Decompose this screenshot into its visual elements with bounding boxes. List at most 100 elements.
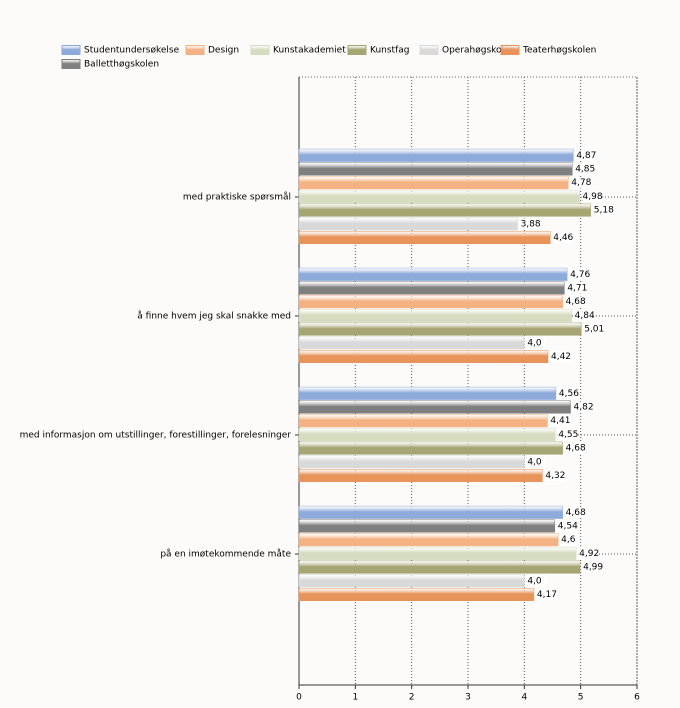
data-label: 4,87 (576, 151, 596, 161)
x-tick-label: 4 (521, 693, 527, 703)
data-label-bg (526, 337, 547, 349)
bar (298, 308, 572, 322)
data-label: 4,92 (579, 549, 599, 559)
bar (298, 295, 563, 309)
bar (298, 533, 559, 547)
data-label: 4,68 (566, 297, 586, 307)
data-label: 4,42 (551, 352, 571, 362)
data-label: 4,54 (558, 522, 578, 532)
bar (298, 203, 592, 217)
bar (298, 281, 565, 295)
bar (298, 176, 569, 190)
data-label: 4,0 (527, 457, 542, 467)
bar (298, 148, 574, 162)
y-tick-label: med praktiske spørsmål (183, 192, 291, 203)
data-label-bg (557, 388, 578, 400)
data-label-bg (575, 150, 596, 162)
data-label-bg (572, 401, 593, 413)
data-label: 4,17 (537, 590, 557, 600)
bar (298, 455, 525, 469)
legend-swatch (419, 45, 439, 55)
x-tick-label: 0 (296, 693, 302, 703)
data-label: 4,56 (559, 389, 579, 399)
data-label: 4,0 (527, 576, 542, 586)
data-label: 3,88 (521, 219, 541, 229)
data-label-bg (526, 456, 547, 468)
bar (298, 546, 577, 560)
data-label-bg (583, 323, 604, 335)
data-label: 4,99 (583, 563, 603, 573)
bar (298, 560, 581, 574)
bar (298, 588, 535, 601)
data-label: 4,41 (550, 416, 570, 426)
bar (298, 217, 518, 231)
legend-swatch (185, 45, 205, 55)
data-label: 4,32 (545, 471, 565, 481)
data-label-bg (574, 163, 595, 175)
data-label-bg (549, 351, 570, 363)
bar (298, 386, 557, 400)
bar (298, 162, 573, 176)
y-tick-label: å finne hvem jeg skal snakke med (137, 311, 291, 322)
bar (298, 427, 556, 441)
data-label: 5,18 (594, 206, 614, 216)
legend-label: Balletthøgskolen (84, 60, 159, 70)
legend-swatch (61, 45, 81, 55)
data-label: 5,01 (584, 325, 604, 335)
bar (298, 519, 556, 533)
data-label-bg (560, 534, 581, 546)
data-label-bg (564, 442, 585, 454)
data-label-bg (564, 296, 585, 308)
bar (298, 350, 549, 363)
bar (298, 441, 563, 455)
data-label-bg (549, 415, 570, 427)
data-label: 4,71 (567, 284, 587, 294)
bar (298, 414, 548, 428)
x-tick-label: 5 (578, 693, 584, 703)
bar (298, 189, 580, 203)
data-label: 4,46 (553, 233, 573, 243)
data-label: 4,68 (566, 444, 586, 454)
data-label: 4,98 (583, 192, 603, 202)
data-label: 4,84 (575, 311, 595, 321)
legend-label: Studentundersøkelse (84, 46, 180, 56)
x-tick-label: 1 (352, 693, 358, 703)
legend-label: Kunstfag (370, 46, 409, 56)
data-label: 4,6 (561, 535, 576, 545)
data-label-bg (581, 191, 602, 203)
bar (298, 336, 525, 350)
legend-label: Teaterhøgskolen (522, 46, 596, 56)
legend-swatch (250, 45, 270, 55)
data-label-bg (578, 548, 599, 560)
bar (298, 231, 551, 244)
data-label-bg (564, 507, 585, 519)
data-label: 4,68 (566, 508, 586, 518)
data-label-bg (569, 269, 590, 281)
data-label: 4,82 (574, 403, 594, 413)
data-label-bg (519, 218, 540, 230)
legend-label: Operahøgskolen (442, 46, 515, 56)
bar (298, 574, 525, 588)
bar (298, 469, 543, 482)
legend-swatch (500, 45, 520, 55)
legend-label: Kunstakademiet (273, 46, 346, 56)
y-tick-label: med informasjon om utstillinger, foresti… (20, 431, 292, 441)
x-tick-label: 2 (409, 693, 415, 703)
data-label: 4,76 (570, 270, 590, 280)
x-tick-label: 6 (634, 693, 640, 703)
x-tick-label: 3 (465, 693, 471, 703)
data-label-bg (557, 429, 578, 441)
data-label-bg (582, 561, 603, 573)
legend-swatch (347, 45, 367, 55)
legend-swatch (61, 59, 81, 69)
data-label: 4,85 (575, 165, 595, 175)
data-label-bg (566, 282, 587, 294)
data-label-bg (556, 520, 577, 532)
data-label: 4,0 (527, 338, 542, 348)
data-label-bg (526, 575, 547, 587)
bar (298, 400, 571, 414)
bar (298, 267, 568, 281)
y-tick-label: på en imøtekommende måte (160, 549, 291, 560)
data-label-bg (544, 470, 565, 482)
